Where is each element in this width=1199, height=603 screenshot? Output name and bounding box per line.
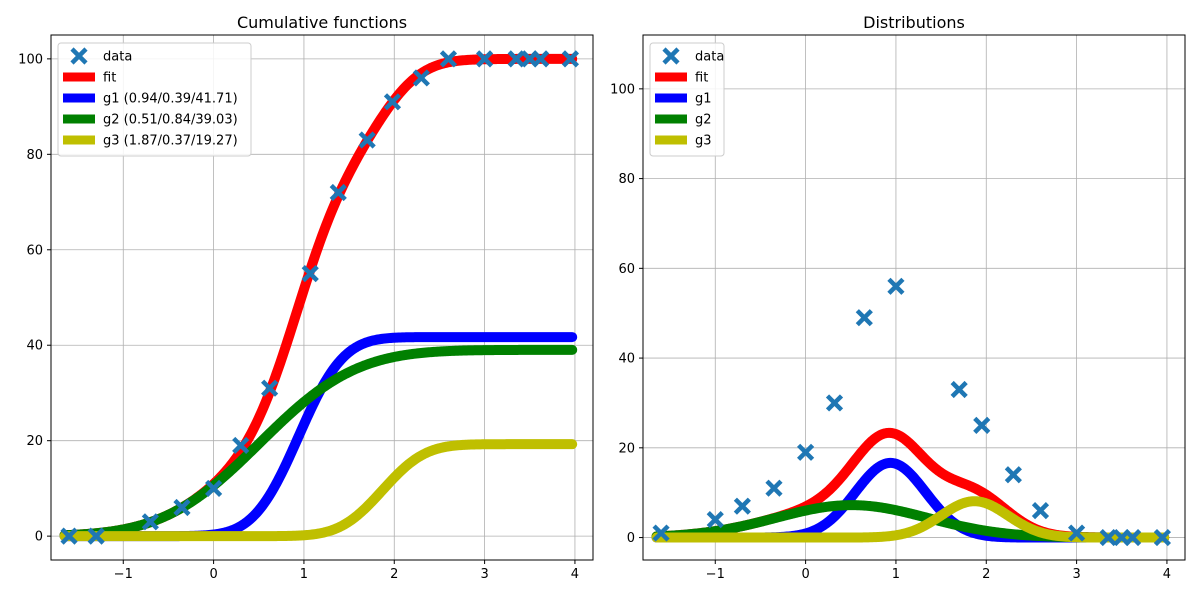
- data-point: [825, 394, 844, 412]
- legend-label: g3 (1.87/0.37/19.27): [103, 134, 238, 149]
- data-point: [205, 479, 223, 497]
- data-point: [141, 513, 159, 531]
- series-line-fit: [651, 427, 1170, 543]
- y-tick-label: 60: [26, 243, 43, 258]
- x-tick-label: 1: [892, 567, 900, 582]
- chart-title: Distributions: [863, 13, 965, 32]
- data-point: [652, 524, 670, 542]
- y-tick-label: 20: [618, 441, 635, 456]
- data-point: [1124, 528, 1142, 547]
- data-point: [765, 479, 783, 497]
- data-point: [232, 436, 250, 455]
- legend-marker-data: [70, 47, 88, 65]
- legend-label: fit: [103, 71, 116, 86]
- data-point: [87, 527, 105, 545]
- legend-label: data: [695, 50, 724, 65]
- y-tick-label: 40: [618, 352, 635, 367]
- data-point: [383, 93, 402, 111]
- data-point: [60, 527, 78, 545]
- distributions-chart: −1 0 1 2 3 4020406080100Distributionsdatafitg…: [610, 13, 1186, 582]
- series-line-g1: [59, 332, 578, 542]
- x-tick-label: 2: [390, 567, 398, 582]
- data-point: [733, 497, 751, 515]
- legend-label: g2 (0.51/0.84/39.03): [103, 113, 238, 128]
- y-tick-label: 0: [35, 530, 43, 545]
- legend-label: data: [103, 50, 132, 65]
- data-point: [507, 50, 525, 68]
- x-tick-label: 2: [982, 567, 990, 582]
- data-point: [329, 183, 347, 202]
- data-point: [797, 443, 815, 461]
- legend-label: g2: [695, 113, 712, 128]
- x-tick-label: 0: [801, 567, 809, 582]
- y-tick-label: 100: [18, 52, 43, 67]
- chart-title: Cumulative functions: [237, 13, 407, 32]
- data-point: [1004, 466, 1022, 484]
- y-tick-label: 40: [26, 339, 43, 354]
- data-point: [561, 50, 580, 68]
- legend: data fit g1 (0.94/0.39/41.71) g2 (0.51/0.84…: [57, 42, 252, 157]
- data-point: [855, 309, 873, 327]
- legend-label: g3: [695, 134, 712, 149]
- data-point: [887, 277, 905, 295]
- x-tick-label: −1: [706, 567, 725, 582]
- data-point: [1099, 528, 1117, 547]
- legend-label: g1: [695, 92, 712, 107]
- data-point: [476, 50, 494, 68]
- x-tick-label: 1: [300, 567, 308, 582]
- data-point: [950, 380, 968, 399]
- data-point: [532, 50, 550, 68]
- data-point: [439, 50, 458, 68]
- plot-area: [651, 427, 1170, 543]
- axes-frame: [642, 34, 1186, 561]
- legend-marker-data: [662, 47, 680, 65]
- data-point: [706, 511, 724, 529]
- legend-label: g1 (0.94/0.39/41.71): [103, 92, 238, 107]
- x-tick-label: 4: [571, 567, 579, 582]
- data-point: [358, 131, 376, 149]
- data-point: [1153, 528, 1172, 547]
- x-tick-label: 3: [480, 567, 488, 582]
- legend-box: [57, 42, 252, 157]
- y-tick-label: 100: [610, 82, 635, 97]
- legend-label: fit: [695, 71, 708, 86]
- y-tick-label: 0: [627, 531, 635, 546]
- axes-frame: [50, 34, 594, 561]
- x-tick-label: 0: [209, 567, 217, 582]
- y-tick-label: 80: [618, 172, 635, 187]
- data-point: [261, 379, 279, 397]
- data-point: [412, 69, 430, 87]
- y-tick-label: 60: [618, 262, 635, 277]
- y-tick-label: 80: [26, 148, 43, 163]
- data-point: [1068, 524, 1086, 542]
- x-tick-label: 3: [1072, 567, 1080, 582]
- data-point: [301, 265, 319, 283]
- data-point: [1031, 502, 1050, 520]
- legend: data fit g1 g2 g3: [649, 42, 725, 157]
- y-tick-label: 20: [26, 434, 43, 449]
- data-point: [973, 416, 991, 434]
- series-line-g3: [59, 439, 578, 542]
- x-tick-label: 4: [1163, 567, 1171, 582]
- x-tick-label: −1: [114, 567, 133, 582]
- data-point: [173, 498, 191, 517]
